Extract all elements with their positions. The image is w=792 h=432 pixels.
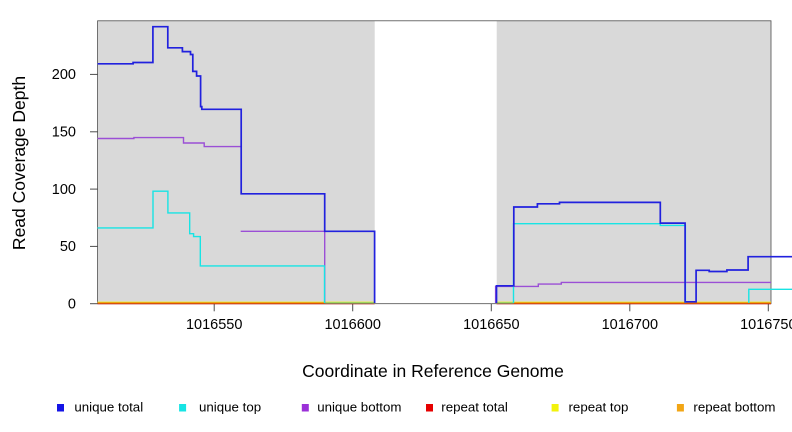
svg-text:unique total: unique total [74, 400, 143, 415]
svg-text:1016600: 1016600 [324, 317, 380, 333]
svg-text:0: 0 [68, 297, 76, 313]
svg-text:Coordinate in Reference Genome: Coordinate in Reference Genome [302, 361, 564, 381]
svg-text:200: 200 [52, 67, 76, 83]
svg-text:150: 150 [52, 125, 76, 141]
svg-text:1016700: 1016700 [602, 317, 658, 333]
svg-text:1016550: 1016550 [186, 317, 242, 333]
svg-text:1016650: 1016650 [463, 317, 519, 333]
svg-text:repeat bottom: repeat bottom [693, 400, 775, 415]
svg-text:50: 50 [60, 239, 76, 255]
svg-text:unique bottom: unique bottom [317, 400, 401, 415]
svg-text:1016750: 1016750 [740, 317, 792, 333]
svg-text:unique top: unique top [199, 400, 261, 415]
svg-text:Read Coverage Depth: Read Coverage Depth [9, 76, 29, 250]
svg-text:repeat top: repeat top [569, 400, 629, 415]
svg-text:repeat total: repeat total [441, 400, 508, 415]
svg-text:100: 100 [52, 182, 76, 198]
